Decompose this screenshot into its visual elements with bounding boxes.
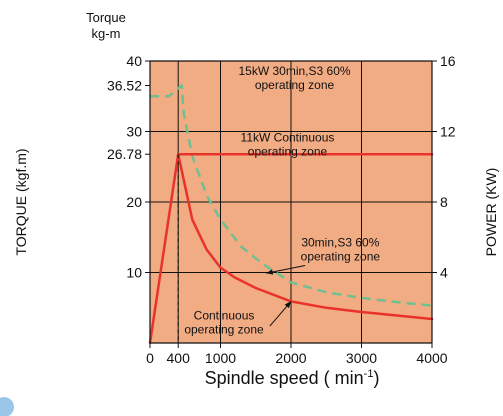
x-tick-label: 400 [167, 350, 191, 366]
annotation-text: 11kW Continuous [241, 130, 335, 144]
leader-continuous-arrowhead [284, 301, 291, 309]
y-tick-label-left: 30 [126, 124, 142, 140]
series-group [148, 84, 434, 345]
annotation-text: operating zone [255, 78, 335, 92]
x-tick-label: 0 [146, 350, 154, 366]
y-tick-label-right: 16 [440, 53, 456, 69]
x-tick-label: 2000 [275, 350, 306, 366]
y-tick-label-right: 8 [440, 194, 448, 210]
leader-30min-arrowhead [266, 269, 274, 275]
y-tick-label-left-special: 36.52 [107, 78, 142, 94]
leader-30min [266, 264, 306, 274]
left-axis-title-line2: kg-m [92, 26, 121, 41]
info-icon [0, 397, 14, 416]
series-line-dashed [150, 84, 433, 307]
series-line-solid [148, 152, 434, 345]
y-tick-label-left: 10 [126, 265, 142, 281]
annotation-text: operating zone [248, 144, 328, 158]
annotation-text: 15kW 30min,S3 60% [238, 64, 350, 78]
x-tick-label: 3000 [346, 350, 377, 366]
annotation-text: operating zone [184, 323, 264, 337]
y-tick-label-left: 40 [126, 53, 142, 69]
annotation-text: Continuous [194, 309, 255, 323]
annotation-text: operating zone [301, 249, 381, 263]
y-axis-label-left: TORQUE (kgf.m) [13, 148, 29, 255]
y-tick-label-left-special: 26.78 [107, 146, 142, 162]
grid [150, 61, 432, 343]
leader-lines [177, 154, 306, 343]
axes: 0 400 1000 2000 3000 4000 10 20 30 40 36.52 26.78 4 8… [107, 53, 456, 366]
y-tick-label-right: 12 [440, 124, 456, 140]
y-tick-label-left: 20 [126, 194, 142, 210]
y-axis-label-right: POWER (KW) [483, 168, 499, 257]
x-axis-label: Spindle speed ( min-1) [205, 368, 380, 388]
left-axis-title-line1: Torque [86, 10, 126, 25]
x-tick-label: 4000 [416, 350, 447, 366]
annotation-text: 30min,S3 60% [301, 235, 379, 249]
x-tick-label: 1000 [205, 350, 236, 366]
y-tick-label-right: 4 [440, 265, 448, 281]
